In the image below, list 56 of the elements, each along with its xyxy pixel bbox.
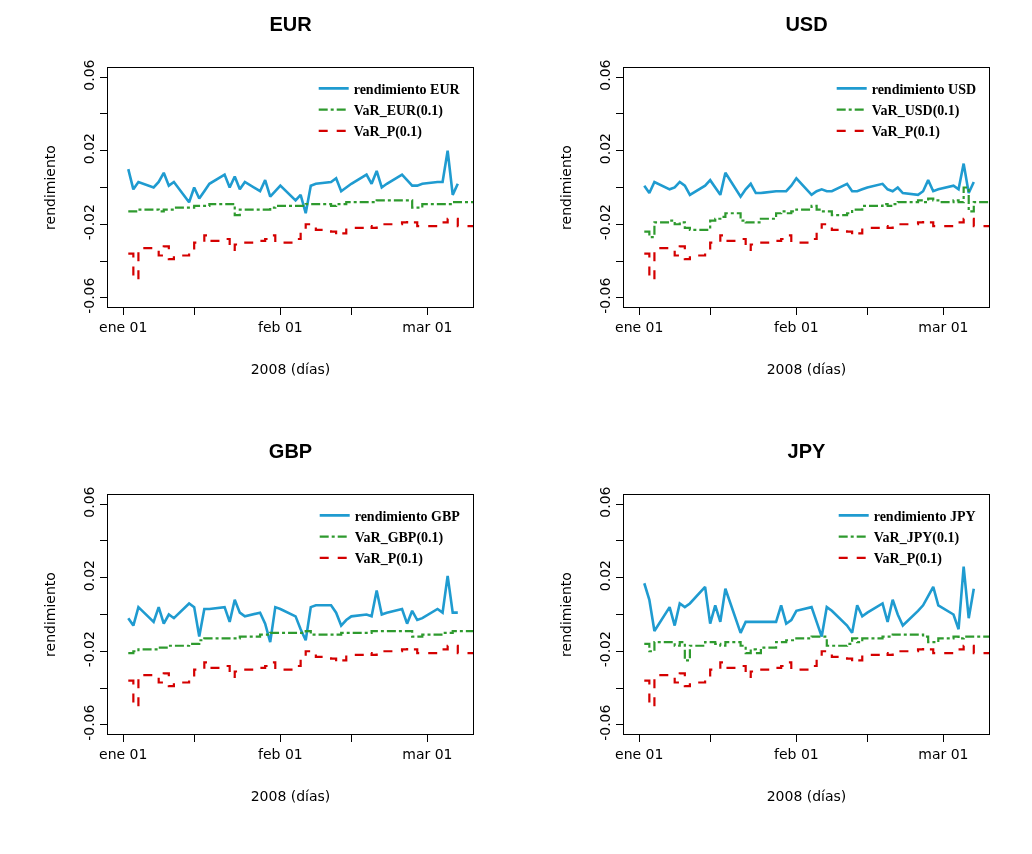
legend-label: VaR_EUR(0.1) — [353, 103, 444, 120]
x-tick-label: feb 01 — [258, 745, 303, 762]
chart-title: EUR — [269, 13, 313, 36]
legend-label: VaR_P(0.1) — [354, 551, 424, 568]
y-tick-label: -0.06 — [81, 704, 98, 741]
x-tick-label: feb 01 — [774, 318, 819, 335]
y-tick-label: 0.02 — [597, 133, 614, 165]
x-axis-title: 2008 (días) — [766, 361, 847, 378]
x-tick-label: feb 01 — [774, 745, 819, 762]
x-tick-label: ene 01 — [99, 745, 148, 762]
y-tick-label: -0.02 — [597, 631, 614, 668]
chart-title: USD — [785, 13, 828, 36]
y-tick-label: 0.06 — [597, 59, 614, 91]
y-tick-label: 0.02 — [597, 560, 614, 592]
x-axis-title: 2008 (días) — [250, 788, 331, 805]
x-tick-label: ene 01 — [99, 318, 148, 335]
y-axis-title: rendimiento — [558, 145, 574, 230]
y-tick-label: 0.02 — [81, 133, 98, 165]
line-series — [642, 565, 976, 638]
y-tick-label: -0.06 — [597, 277, 614, 314]
x-axis-title: 2008 (días) — [250, 361, 331, 378]
y-tick-label: -0.06 — [597, 704, 614, 741]
legend-label: VaR_USD(0.1) — [871, 103, 960, 120]
legend-label: rendimiento JPY — [873, 508, 976, 524]
legend-label: rendimiento USD — [871, 81, 977, 97]
line-series — [642, 162, 976, 198]
x-tick-label: mar 01 — [918, 745, 969, 762]
x-tick-label: ene 01 — [615, 745, 664, 762]
y-axis-title: rendimiento — [558, 572, 574, 657]
x-tick-label: mar 01 — [402, 318, 453, 335]
line-series — [126, 149, 460, 215]
y-tick-label: 0.06 — [81, 486, 98, 518]
legend-label: VaR_JPY(0.1) — [873, 530, 960, 547]
legend-label: VaR_P(0.1) — [871, 124, 941, 141]
legend-label: VaR_P(0.1) — [873, 551, 943, 568]
y-tick-label: 0.06 — [81, 59, 98, 91]
chart-title: GBP — [268, 440, 313, 463]
x-tick-label: feb 01 — [258, 318, 303, 335]
y-tick-label: 0.06 — [597, 486, 614, 518]
y-tick-label: -0.02 — [597, 204, 614, 241]
y-tick-label: 0.02 — [81, 560, 98, 592]
legend-label: VaR_P(0.1) — [353, 124, 423, 141]
y-tick-label: -0.06 — [81, 277, 98, 314]
x-tick-label: mar 01 — [918, 318, 969, 335]
x-axis-title: 2008 (días) — [766, 788, 847, 805]
y-axis-title: rendimiento — [42, 572, 58, 657]
x-tick-label: ene 01 — [615, 318, 664, 335]
chart-title: JPY — [787, 440, 827, 463]
legend-label: VaR_GBP(0.1) — [354, 530, 444, 547]
y-tick-label: -0.02 — [81, 631, 98, 668]
y-tick-label: -0.02 — [81, 204, 98, 241]
legend-label: rendimiento GBP — [354, 508, 461, 524]
legend-label: rendimiento EUR — [353, 81, 461, 97]
line-series — [126, 574, 460, 644]
x-tick-label: mar 01 — [402, 745, 453, 762]
y-axis-title: rendimiento — [42, 145, 58, 230]
